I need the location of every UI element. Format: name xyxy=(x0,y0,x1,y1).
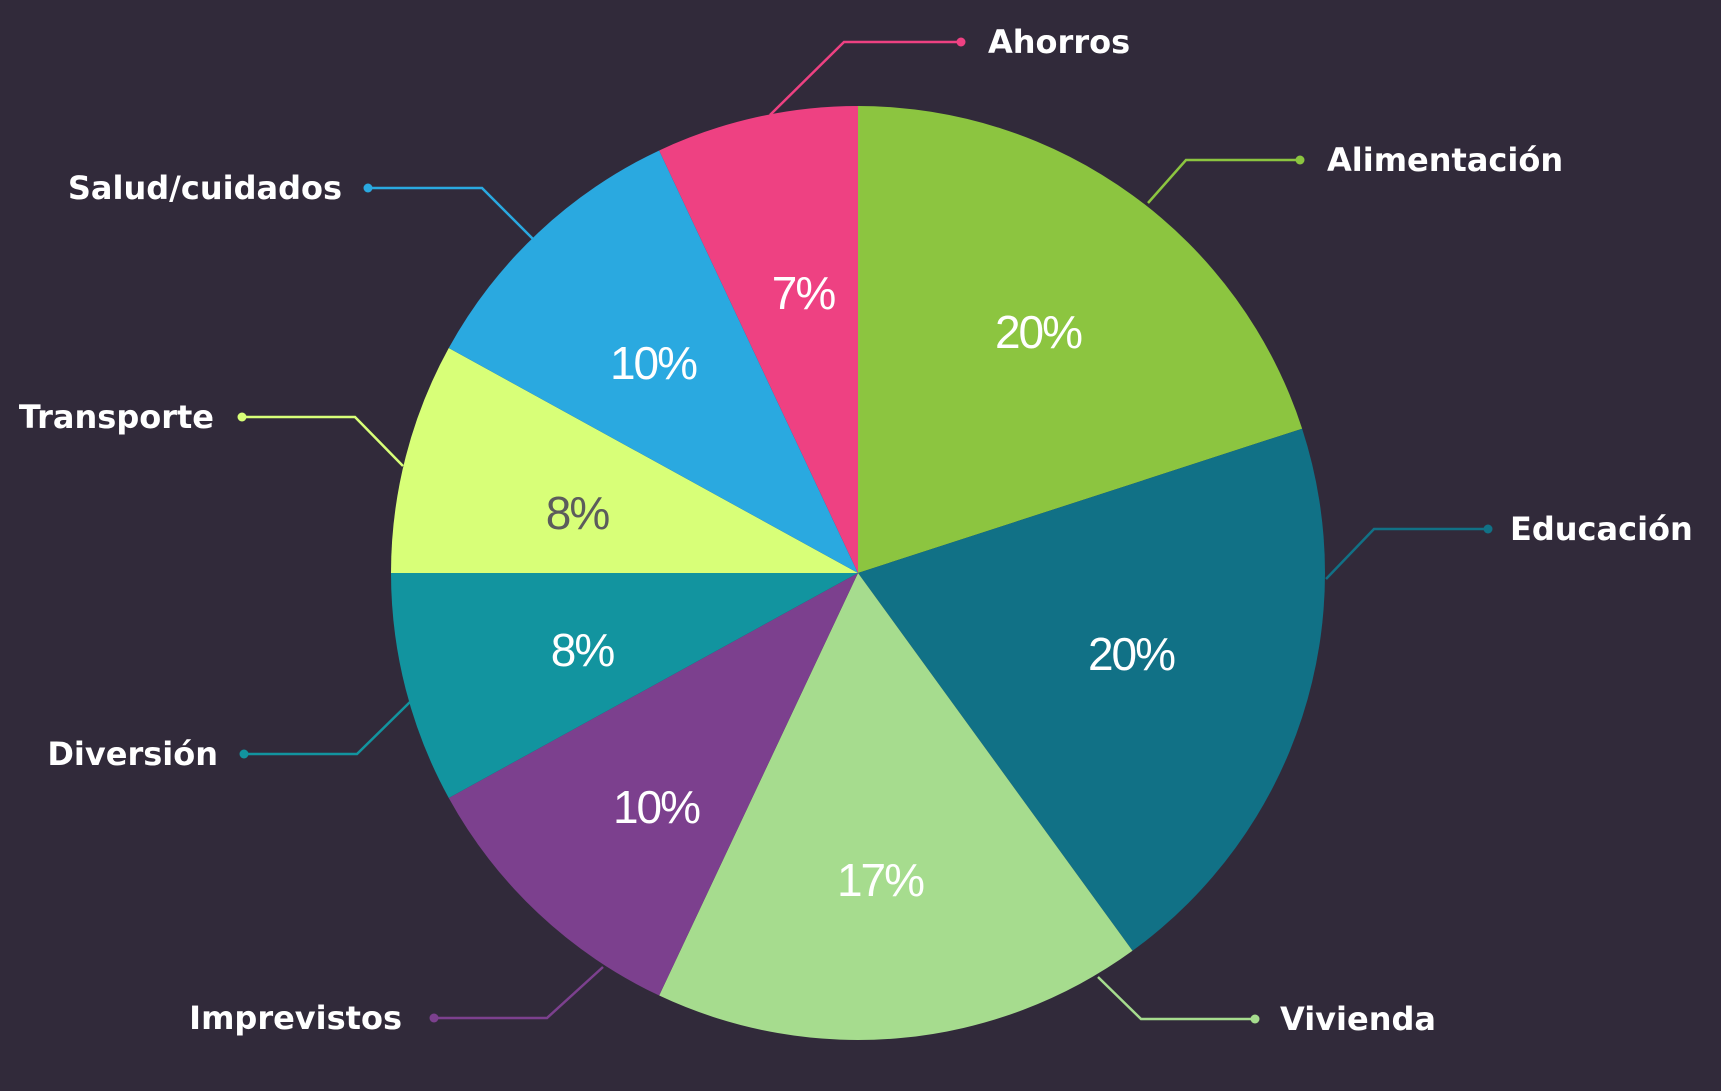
category-label-imprevistos: Imprevistos xyxy=(189,999,402,1037)
value-label-vivienda: 17% xyxy=(837,854,924,906)
pie-slice-diversion xyxy=(391,573,858,798)
value-label-educacion: 20% xyxy=(1088,628,1175,680)
slice-value-labels: 20% 20% 17% 10% 8% 8% 10% 7% xyxy=(546,267,1177,906)
leader-line-ahorros xyxy=(769,40,961,116)
category-labels: Alimentación Educación Vivienda Imprevistos… xyxy=(19,23,1693,1038)
leader-dot-ahorros xyxy=(956,37,966,47)
leader-line-diversion xyxy=(244,701,411,756)
leader-dot-diversion xyxy=(239,749,249,759)
pie-slice-transporte xyxy=(391,348,858,573)
leader-line-salud-cuidados xyxy=(368,186,534,240)
value-label-salud-cuidados: 10% xyxy=(610,337,697,389)
category-label-vivienda: Vivienda xyxy=(1280,1000,1436,1038)
category-label-educacion: Educación xyxy=(1510,510,1693,548)
leader-line-imprevistos xyxy=(434,966,604,1020)
leader-line-transporte xyxy=(242,415,404,467)
value-label-ahorros: 7% xyxy=(772,267,836,319)
category-label-ahorros: Ahorros xyxy=(988,23,1130,61)
leader-line-educacion xyxy=(1325,527,1488,580)
leader-line-vivienda xyxy=(1097,976,1255,1021)
pie-slice-ahorros xyxy=(659,106,858,573)
leader-line-alimentacion xyxy=(1147,158,1300,204)
category-label-alimentacion: Alimentación xyxy=(1327,141,1563,179)
value-label-alimentacion: 20% xyxy=(995,306,1082,358)
leader-dot-educacion xyxy=(1483,524,1493,534)
pie-slice-alimentacion xyxy=(858,106,1303,573)
leader-dot-vivienda xyxy=(1250,1014,1260,1024)
leader-dot-transporte xyxy=(237,412,247,422)
value-label-diversion: 8% xyxy=(551,624,615,676)
leader-dot-salud-cuidados xyxy=(363,183,373,193)
category-label-transporte: Transporte xyxy=(19,398,214,436)
value-label-imprevistos: 10% xyxy=(613,781,700,833)
pie-slice-salud-cuidados xyxy=(448,150,858,573)
pie-slices xyxy=(391,106,1325,1040)
pie-slice-imprevistos xyxy=(448,573,858,996)
category-label-salud-cuidados: Salud/cuidados xyxy=(68,169,342,207)
pie-slice-educacion xyxy=(858,428,1325,951)
value-label-transporte: 8% xyxy=(546,487,610,539)
leader-dot-imprevistos xyxy=(429,1013,439,1023)
pie-slice-vivienda xyxy=(659,573,1133,1040)
leader-dot-alimentacion xyxy=(1295,155,1305,165)
category-label-diversion: Diversión xyxy=(47,735,218,773)
leader-lines xyxy=(237,37,1493,1024)
